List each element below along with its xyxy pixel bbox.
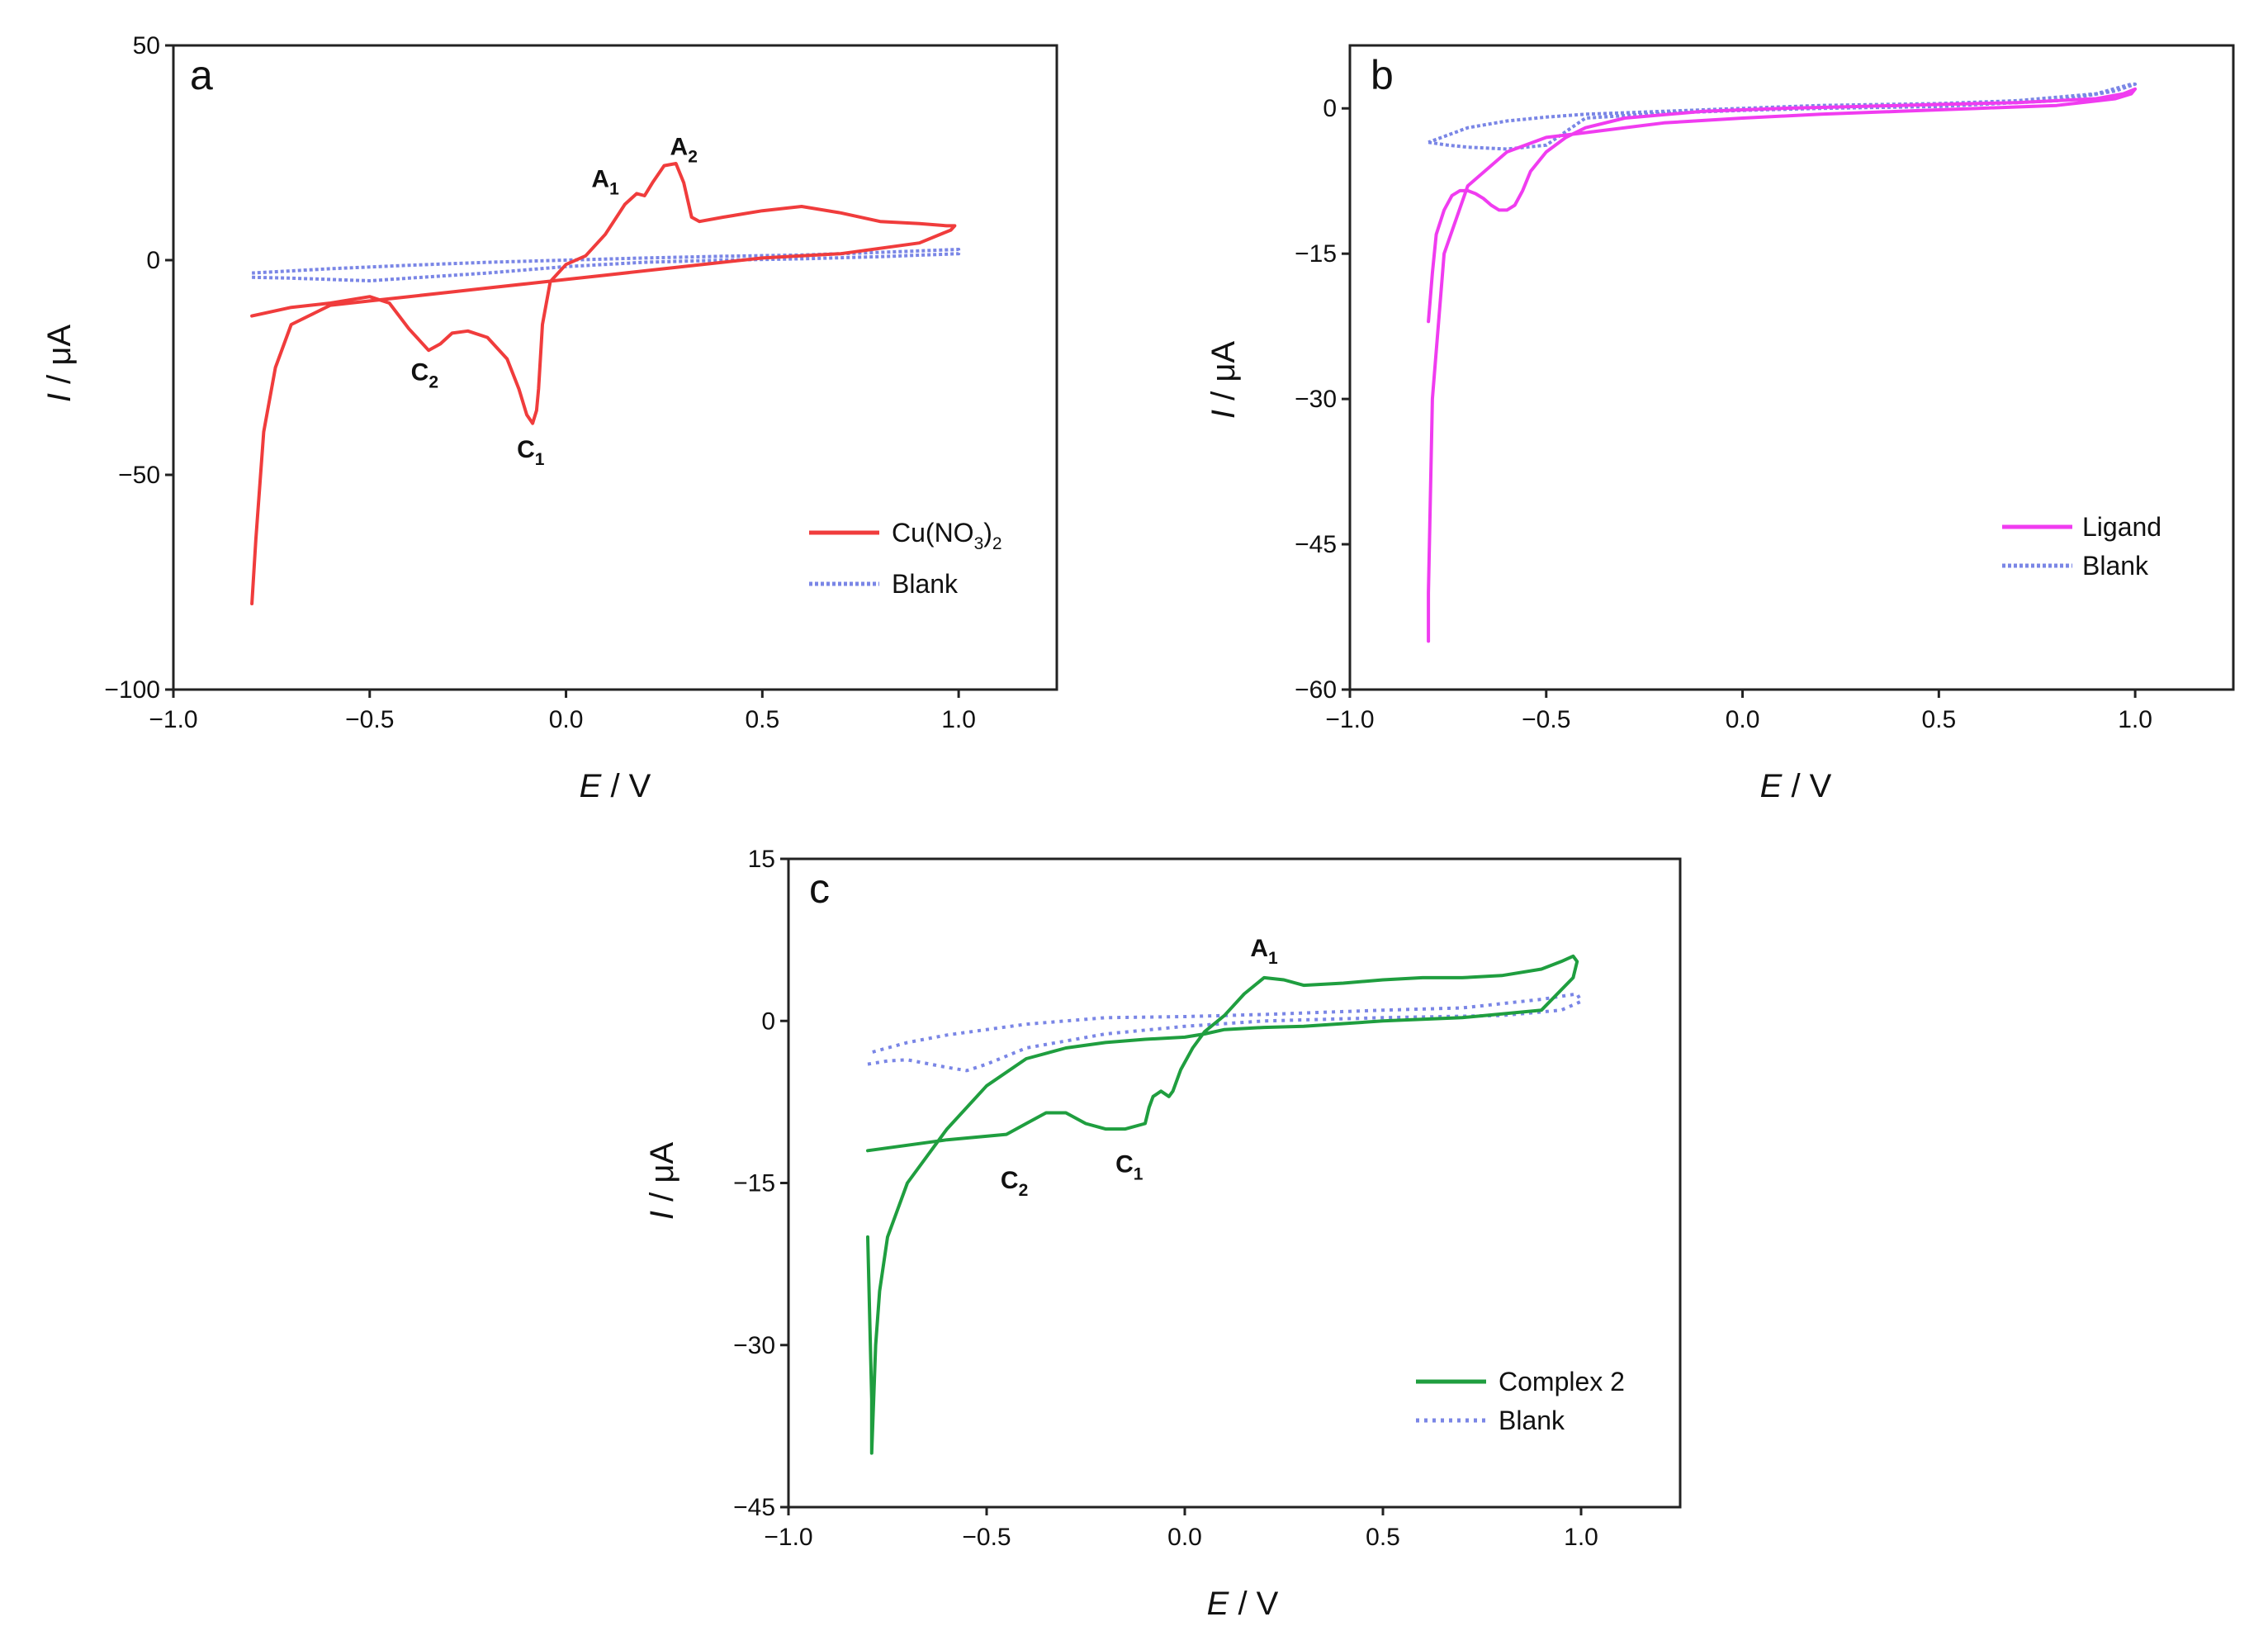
panel-a-peak-label-a2: A2 [670, 134, 698, 167]
panel-a-peak-label-a1: A1 [591, 166, 619, 199]
panel-c-x-tick-label: 0.0 [1167, 1524, 1202, 1551]
panel-a-plot-frame [172, 44, 1058, 691]
panel-a-peak-label-c1: C1 [517, 436, 545, 469]
panel-c-x-axis-title: E / V [1207, 1586, 1279, 1622]
panel-b-axes: −1.0 −0.5 0.0 0.5 1.0 0 −15 −30 −45 −60 [1295, 95, 2152, 733]
panel-c-peak-labels: C2 C1 A1 [1001, 935, 1278, 1200]
panel-b-x-axis-title: E / V [1760, 768, 1832, 804]
panel-c-y-tick-label: −15 [733, 1170, 775, 1197]
panel-b-x-tick-label: 0.0 [1726, 706, 1760, 733]
panel-b-chart: −1.0 −0.5 0.0 0.5 1.0 0 −15 −30 −45 −60 b E / V I… [1205, 44, 2235, 804]
panel-a-legend: Cu(NO3)2 Blank [809, 518, 1002, 599]
panel-c-series [866, 954, 1583, 1455]
panel-c-series-complex-2 [866, 954, 1579, 1455]
panel-a-legend-label-cu-nitrate: Cu(NO3)2 [892, 518, 1002, 553]
panel-b-x-tick-label: 0.5 [1921, 706, 1956, 733]
panel-b-y-tick-label: 0 [1323, 95, 1337, 122]
panel-a-x-tick-label: 0.5 [745, 706, 779, 733]
panel-c-axes: −1.0 −0.5 0.0 0.5 1.0 15 0 −15 −30 −45 [733, 846, 1598, 1551]
panel-a-y-tick-label: 0 [146, 247, 160, 274]
panel-b-x-tick-label: −0.5 [1522, 706, 1570, 733]
panel-c-y-tick-label: −45 [733, 1494, 775, 1521]
panel-b-y-tick-label: −60 [1295, 676, 1337, 704]
panel-c-chart: −1.0 −0.5 0.0 0.5 1.0 15 0 −15 −30 −45 C2 C1 A1 c E… [644, 846, 1682, 1622]
panel-a-peak-labels: C2 C1 A1 A2 [411, 134, 698, 470]
panel-a-y-tick-label: 50 [133, 32, 160, 59]
panel-a-x-tick-label: −1.0 [149, 706, 197, 733]
panel-a-series-blank [251, 248, 961, 282]
panel-b-letter: b [1371, 52, 1394, 98]
panel-a-x-tick-label: 1.0 [941, 706, 976, 733]
panel-c-x-tick-label: −0.5 [962, 1524, 1011, 1551]
panel-c-y-tick-label: 15 [748, 846, 775, 873]
panel-c-y-tick-label: −30 [733, 1332, 775, 1359]
panel-c-peak-label-c2: C2 [1001, 1167, 1028, 1200]
panel-a-series [250, 162, 961, 605]
panel-c-letter: c [809, 865, 830, 912]
panel-b-y-tick-label: −30 [1295, 386, 1337, 413]
panel-b-y-tick-label: −15 [1295, 240, 1337, 268]
panel-a-y-tick-label: −50 [118, 462, 160, 489]
panel-c-legend: Complex 2 Blank [1416, 1367, 1625, 1435]
panel-b-y-tick-label: −45 [1295, 531, 1337, 558]
panel-c-peak-label-a1: A1 [1250, 935, 1278, 968]
panel-c-legend-label-complex: Complex 2 [1499, 1367, 1625, 1396]
panel-a-letter: a [190, 52, 213, 98]
panel-b-y-axis-title: I / μA [1205, 341, 1242, 420]
panel-b-series [1427, 82, 2138, 643]
panel-a-legend-label-blank: Blank [892, 569, 959, 599]
panel-a-x-axis-title: E / V [580, 768, 651, 804]
panel-c-x-tick-label: 0.5 [1366, 1524, 1400, 1551]
panel-a-chart: −1.0 −0.5 0.0 0.5 1.0 50 0 −50 −100 C2 C1 A1 A2 a E… [41, 32, 1058, 804]
panel-b-legend-label-blank: Blank [2082, 551, 2149, 581]
panel-b-legend: Ligand Blank [2002, 512, 2161, 581]
panel-a-x-tick-label: −0.5 [345, 706, 394, 733]
panel-b-series-blank [1428, 82, 2138, 151]
panel-a-peak-label-c2: C2 [411, 359, 438, 392]
panel-c-legend-label-blank: Blank [1499, 1406, 1565, 1435]
panel-b-plot-frame [1348, 44, 2235, 691]
panel-c-peak-label-c1: C1 [1115, 1150, 1143, 1183]
panel-a-axes: −1.0 −0.5 0.0 0.5 1.0 50 0 −50 −100 [104, 32, 976, 733]
panel-c-y-tick-label: 0 [761, 1008, 775, 1035]
panel-b-legend-label-ligand: Ligand [2082, 512, 2161, 542]
panel-a-series-cu-no3-2 [250, 162, 957, 605]
panel-c-series-blank [867, 992, 1583, 1073]
panel-b-x-tick-label: −1.0 [1325, 706, 1374, 733]
panel-b-series-ligand [1427, 87, 2138, 643]
panel-a-y-axis-title: I / μA [41, 325, 78, 403]
panel-c-x-tick-label: −1.0 [764, 1524, 812, 1551]
panel-a-x-tick-label: 0.0 [549, 706, 584, 733]
panel-c-x-tick-label: 1.0 [1564, 1524, 1598, 1551]
panel-b-x-tick-label: 1.0 [2118, 706, 2152, 733]
panel-a-y-tick-label: −100 [104, 676, 160, 704]
panel-c-y-axis-title: I / μA [644, 1142, 680, 1221]
